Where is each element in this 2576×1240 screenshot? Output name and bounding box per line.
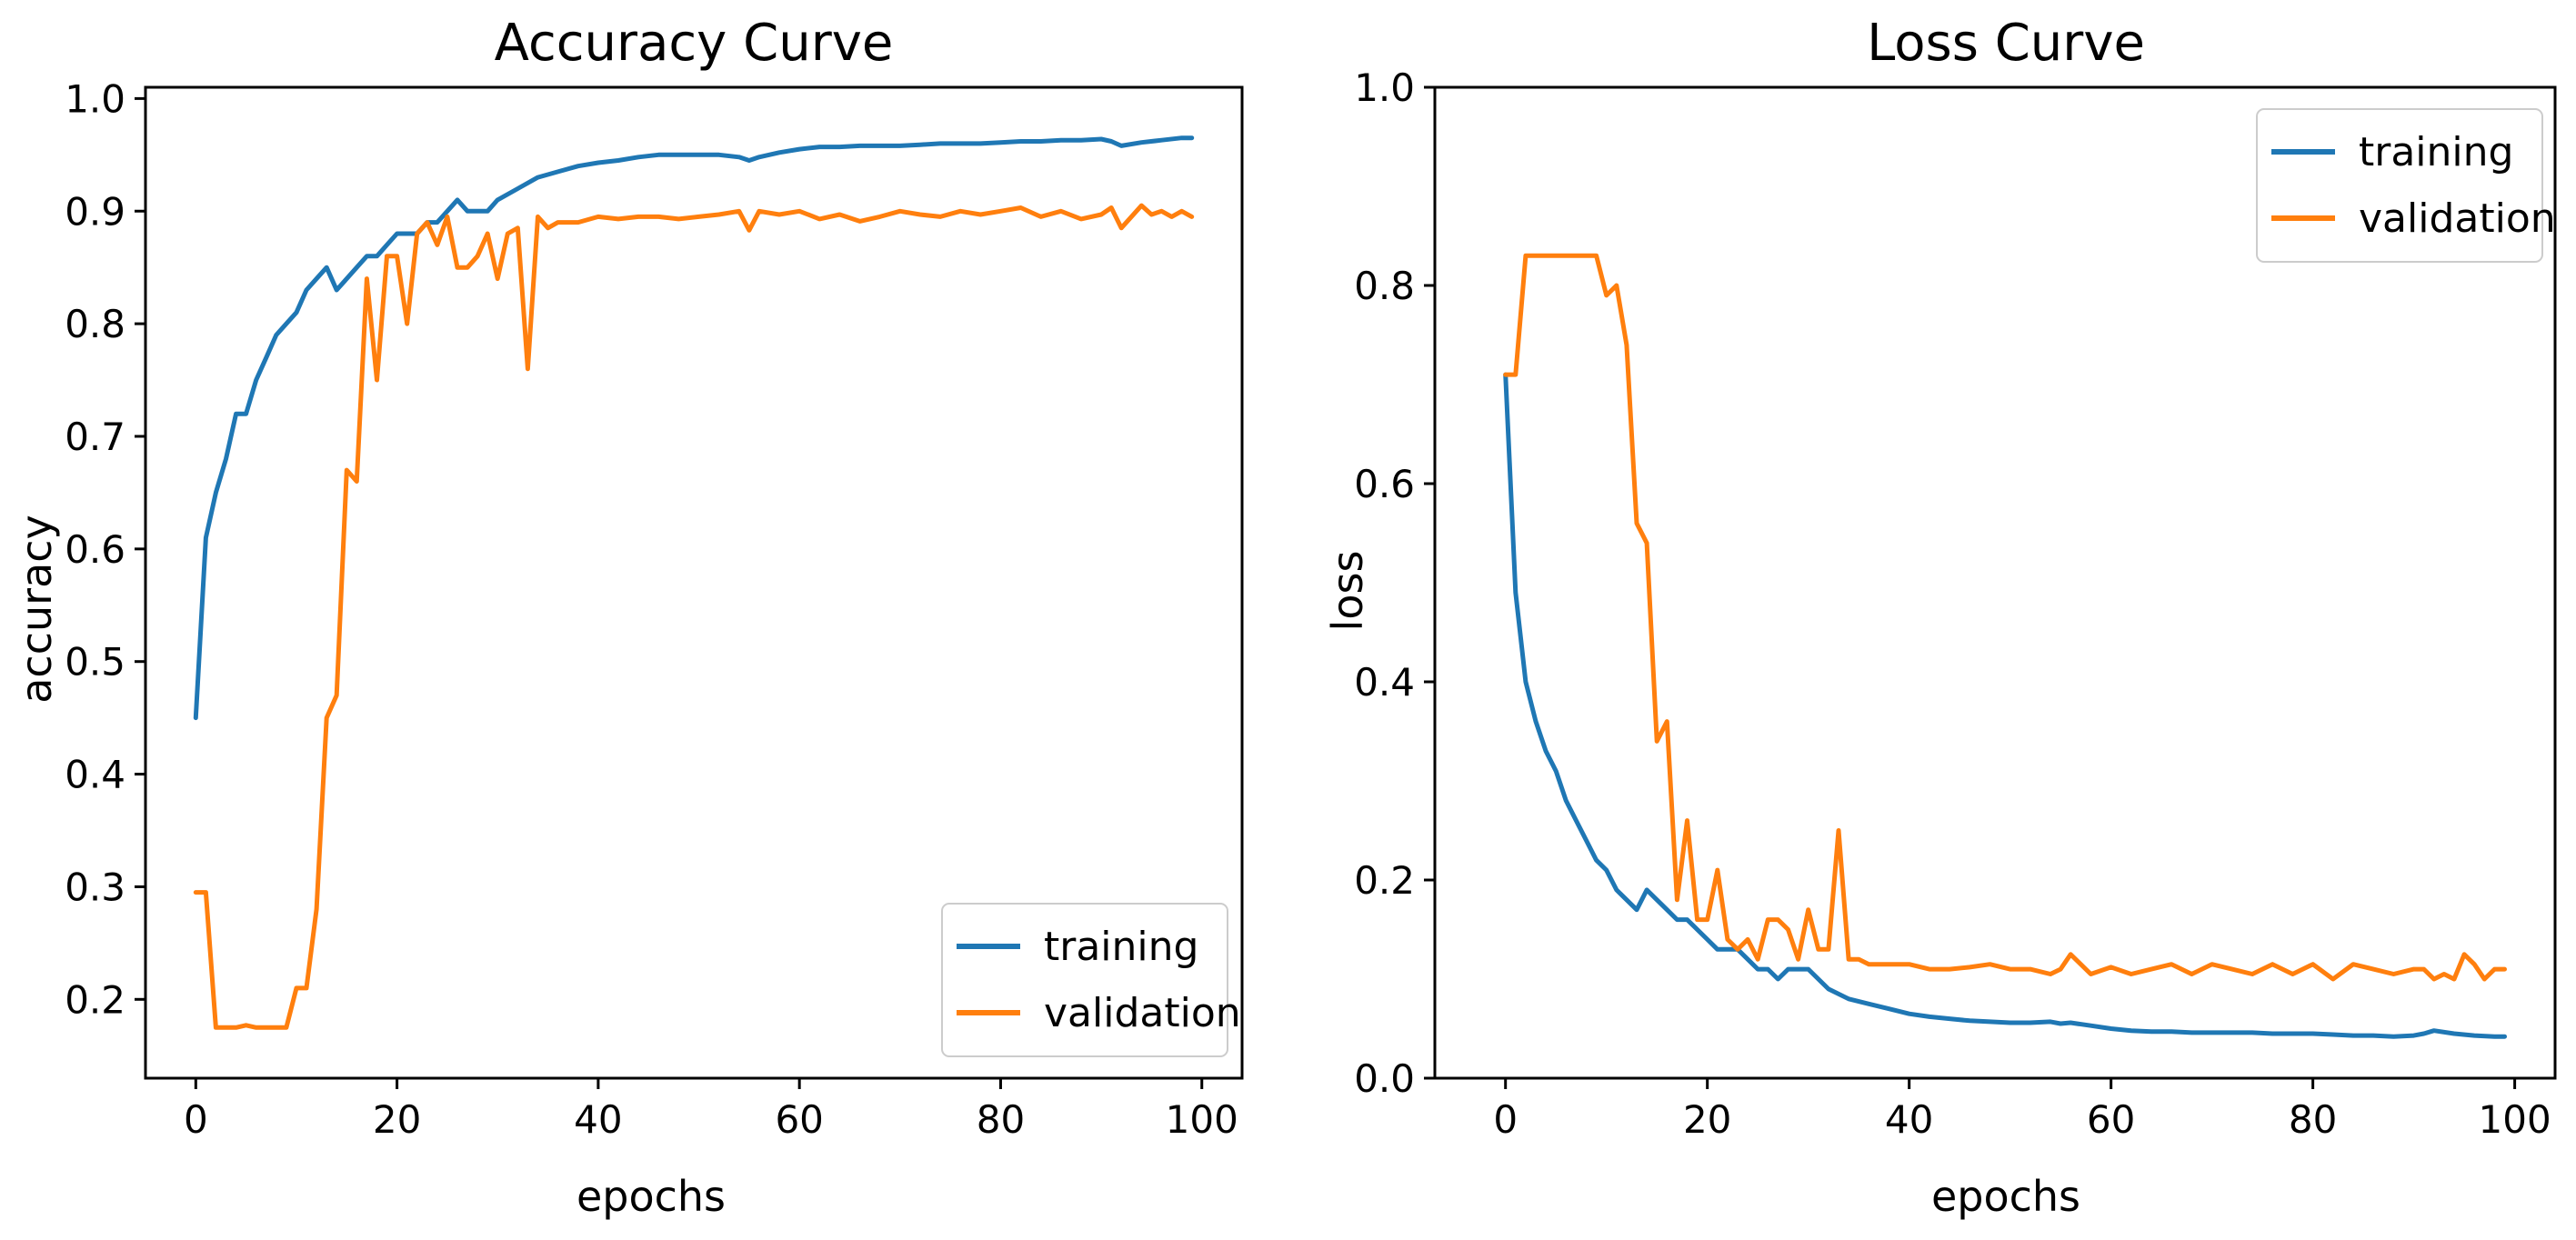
loss-axis-ticks: 0 20 40 60 80 100 0.0 0.2 0.4 0.6 0.8 1.0: [1354, 65, 2551, 1142]
accuracy-x-tick-label: 80: [977, 1097, 1025, 1142]
accuracy-x-tick-label: 40: [574, 1097, 622, 1142]
loss-legend: training validation: [2256, 108, 2556, 263]
accuracy-y-tick-label: 0.3: [65, 865, 125, 909]
loss-legend-label-validation: validation: [2359, 195, 2556, 242]
accuracy-legend-box: [941, 903, 1228, 1057]
accuracy-x-axis-label: epochs: [576, 1172, 726, 1221]
loss-x-tick-label: 40: [1885, 1097, 1933, 1142]
accuracy-chart: Accuracy Curve 0 20 40 60 80 1000.20.30.40.50…: [12, 14, 1244, 1221]
loss-y-tick-label: 0.0: [1354, 1056, 1415, 1101]
accuracy-y-tick-label: 0.7: [65, 415, 125, 459]
accuracy-y-tick-label: 0.5: [65, 640, 125, 685]
loss-x-tick-label: 60: [2087, 1097, 2135, 1142]
loss-legend-label-training: training: [2359, 129, 2513, 175]
accuracy-y-tick-label: 0.8: [65, 302, 125, 346]
accuracy-y-tick-label: 0.4: [65, 753, 125, 797]
loss-series-lines: [1503, 253, 2507, 1039]
loss-y-tick-label: 0.8: [1354, 264, 1415, 308]
loss-chart: Loss Curve 0 20 40 60 80 100 0.0 0.2 0.4 0.6 0.8 1.…: [1323, 14, 2557, 1221]
accuracy-legend: training validation: [941, 903, 1241, 1057]
accuracy-legend-label-training: training: [1044, 924, 1198, 970]
accuracy-x-tick-label: 20: [373, 1097, 421, 1142]
loss-legend-box: [2256, 108, 2543, 263]
accuracy-x-tick-label: 0: [184, 1097, 208, 1142]
loss-y-tick-label: 1.0: [1354, 65, 1415, 110]
accuracy-y-tick-label: 0.2: [65, 977, 125, 1022]
accuracy-x-tick-label: 60: [775, 1097, 823, 1142]
accuracy-training-line: [193, 135, 1195, 721]
loss-plot-frame: [1433, 85, 2557, 1080]
loss-y-tick-label: 0.2: [1354, 858, 1415, 903]
loss-x-tick-label: 80: [2289, 1097, 2337, 1142]
loss-x-tick-label: 0: [1493, 1097, 1518, 1142]
loss-y-tick-label: 0.6: [1354, 462, 1415, 506]
accuracy-y-tick-label: 1.0: [65, 76, 125, 121]
loss-x-tick-label: 100: [2479, 1097, 2551, 1142]
accuracy-y-tick-label: 0.9: [65, 189, 125, 234]
accuracy-y-axis-label: accuracy: [12, 515, 61, 704]
accuracy-axis-ticks: 0 20 40 60 80 100 0.2 0.3 0.4 0.5 0.6 0.7 0.8 0.9 1.0: [65, 76, 1238, 1142]
loss-y-tick-label: 0.4: [1354, 660, 1415, 705]
loss-x-tick-label: 20: [1683, 1097, 1731, 1142]
accuracy-chart-title: Accuracy Curve: [495, 14, 894, 73]
loss-chart-title: Loss Curve: [1867, 14, 2145, 73]
loss-y-axis-label: loss: [1323, 551, 1372, 632]
accuracy-series-lines: [193, 135, 1195, 1030]
accuracy-x-tick-label: 100: [1166, 1097, 1238, 1142]
accuracy-y-tick-label: 0.6: [65, 527, 125, 572]
accuracy-validation-line: [193, 203, 1195, 1030]
loss-x-axis-label: epochs: [1931, 1172, 2080, 1221]
loss-validation-line: [1503, 253, 2507, 982]
loss-training-line: [1503, 372, 2507, 1039]
accuracy-plot-frame: [144, 85, 1244, 1080]
accuracy-legend-label-validation: validation: [1044, 990, 1241, 1036]
